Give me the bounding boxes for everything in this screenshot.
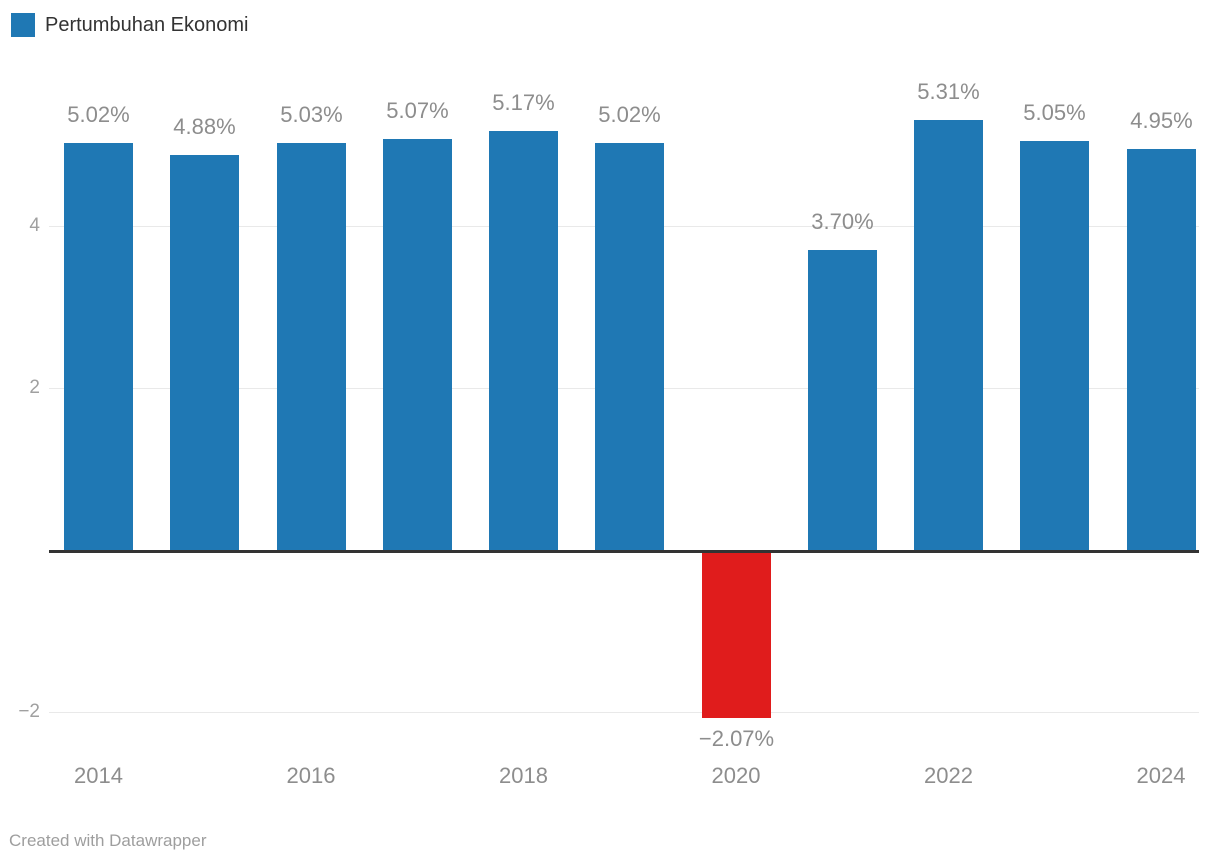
x-axis-tick-label-2024: 2024 — [1136, 763, 1186, 788]
bar-2019[interactable] — [595, 143, 664, 550]
x-axis-tick-label-2020: 2020 — [711, 763, 761, 788]
legend-label: Pertumbuhan Ekonomi — [45, 14, 249, 36]
attribution-text: Created with Datawrapper — [9, 831, 207, 850]
y-axis-tick-label: −2 — [18, 701, 40, 722]
bar-2018[interactable] — [489, 131, 558, 550]
bar-value-label-2020: −2.07% — [698, 725, 775, 751]
bar-2015[interactable] — [170, 154, 239, 550]
bar-value-label-2023: 5.05% — [1023, 99, 1086, 125]
bar-2020[interactable] — [702, 553, 771, 718]
x-axis-tick-label-2016: 2016 — [286, 763, 336, 788]
bar-2014[interactable] — [64, 143, 133, 550]
x-axis-zero-line — [49, 550, 1199, 553]
bar-2024[interactable] — [1127, 149, 1196, 550]
bar-2023[interactable] — [1020, 140, 1089, 550]
bar-value-label-2016: 5.03% — [280, 101, 343, 127]
x-axis-tick-label-2014: 2014 — [74, 763, 123, 788]
bar-2022[interactable] — [914, 119, 983, 550]
bar-2021[interactable] — [808, 250, 877, 550]
bar-value-label-2024: 4.95% — [1130, 108, 1193, 134]
bar-2016[interactable] — [277, 142, 346, 550]
bar-value-label-2017: 5.07% — [386, 98, 449, 124]
bar-value-label-2018: 5.17% — [492, 90, 555, 116]
bar-value-label-2015: 4.88% — [173, 113, 236, 139]
bar-value-label-2014: 5.02% — [67, 102, 130, 128]
bar-value-label-2019: 5.02% — [598, 102, 661, 128]
y-axis-tick-label: 2 — [29, 377, 40, 398]
x-axis-tick-label-2018: 2018 — [499, 763, 548, 788]
gridline-y-2 — [49, 712, 1199, 713]
y-axis-tick-label: 4 — [29, 215, 40, 236]
bar-value-label-2022: 5.31% — [917, 78, 980, 104]
legend: Pertumbuhan Ekonomi — [11, 12, 248, 38]
x-axis-tick-label-2022: 2022 — [924, 763, 973, 788]
bar-2017[interactable] — [383, 139, 452, 550]
bar-value-label-2021: 3.70% — [811, 209, 874, 235]
legend-swatch — [11, 13, 35, 37]
